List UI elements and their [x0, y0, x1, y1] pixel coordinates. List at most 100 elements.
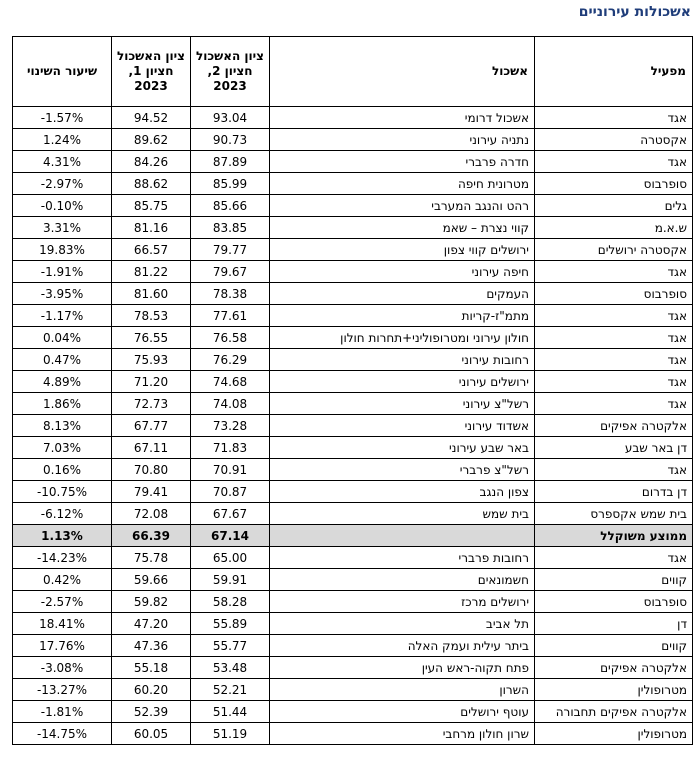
- change-rate-cell: 19.83%: [12, 238, 112, 261]
- operator-cell: אגד: [534, 546, 693, 569]
- table-header-row: מפעיל אשכול ציון האשכול חציון 2, 2023 צי…: [12, 36, 693, 107]
- operator-cell: אלקטרה אפיקים: [534, 414, 693, 437]
- operator-cell: קווים: [534, 568, 693, 591]
- operator-cell: קווים: [534, 634, 693, 657]
- cluster-cell: ירושלים קווי צפון: [269, 238, 535, 261]
- h2-score-cell: 74.68: [190, 370, 270, 393]
- cluster-cell: חיפה עירוני: [269, 260, 535, 283]
- table-row: סופרבוס העמקים 78.38 81.60 -3.95%: [12, 282, 693, 305]
- h1-score-cell: 52.39: [111, 700, 191, 723]
- clusters-table: מפעיל אשכול ציון האשכול חציון 2, 2023 צי…: [12, 36, 693, 745]
- table-row: דן באר שבע באר שבע עירוני 71.83 67.11 7.03%: [12, 436, 693, 459]
- cluster-cell: חולון עירוני ומטרופוליני+תחרות חולון: [269, 326, 535, 349]
- change-rate-cell: -14.23%: [12, 546, 112, 569]
- cluster-cell: מטרונית חיפה: [269, 172, 535, 195]
- cluster-cell: ירושלים עירוני: [269, 370, 535, 393]
- operator-cell: אגד: [534, 458, 693, 481]
- table-row: אגד רשל"צ פרברי 70.91 70.80 0.16%: [12, 458, 693, 481]
- table-row: אגד רחובות פרברי 65.00 75.78 -14.23%: [12, 546, 693, 569]
- table-row: דן תל אביב 55.89 47.20 18.41%: [12, 612, 693, 635]
- table-row: ש.א.מ קווי נצרת – שאמ 83.85 81.16 3.31%: [12, 216, 693, 239]
- change-rate-cell: -14.75%: [12, 722, 112, 745]
- h2-score-cell: 79.77: [190, 238, 270, 261]
- h1-score-cell: 67.77: [111, 414, 191, 437]
- operator-cell: סופרבוס: [534, 282, 693, 305]
- h1-score-cell: 55.18: [111, 656, 191, 679]
- operator-cell: דן באר שבע: [534, 436, 693, 459]
- cluster-cell: פתח תקוה-ראש העין: [269, 656, 535, 679]
- weighted-average-row: ממוצע משוקלל 67.14 66.39 1.13%: [12, 524, 693, 547]
- change-rate-cell: -3.95%: [12, 282, 112, 305]
- operator-cell: אקסטרה: [534, 128, 693, 151]
- operator-cell: אקסטרה ירושלים: [534, 238, 693, 261]
- cluster-cell: רשל"צ פרברי: [269, 458, 535, 481]
- table-row: קווים ביתר עילית ועמק האלה 55.77 47.36 17.76…: [12, 634, 693, 657]
- change-rate-cell: 18.41%: [12, 612, 112, 635]
- table-row: אלקטרה אפיקים תחבורה עוטף ירושלים 51.44 52.…: [12, 700, 693, 723]
- cluster-cell: רחובות עירוני: [269, 348, 535, 371]
- h1-score-cell: 72.08: [111, 502, 191, 525]
- h2-score-cell: 67.14: [190, 524, 270, 547]
- h2-score-cell: 87.89: [190, 150, 270, 173]
- table-row: אגד חדרה פרברי 87.89 84.26 4.31%: [12, 150, 693, 173]
- table-row: סופרבוס מטרונית חיפה 85.99 88.62 -2.97%: [12, 172, 693, 195]
- h1-score-cell: 84.26: [111, 150, 191, 173]
- h2-score-cell: 74.08: [190, 392, 270, 415]
- table-row: אגד ירושלים עירוני 74.68 71.20 4.89%: [12, 370, 693, 393]
- table-body: אגד אשכול דרומי 93.04 94.52 -1.57% אקסטרה נתני…: [12, 106, 693, 745]
- h1-score-cell: 76.55: [111, 326, 191, 349]
- h2-score-cell: 76.29: [190, 348, 270, 371]
- cluster-cell: תל אביב: [269, 612, 535, 635]
- change-rate-cell: -1.17%: [12, 304, 112, 327]
- operator-cell: אגד: [534, 106, 693, 129]
- h1-score-cell: 59.66: [111, 568, 191, 591]
- h1-score-cell: 67.11: [111, 436, 191, 459]
- h2-score-cell: 55.77: [190, 634, 270, 657]
- table-row: אגד מתמ"ז-קריות 77.61 78.53 -1.17%: [12, 304, 693, 327]
- h1-score-cell: 85.75: [111, 194, 191, 217]
- operator-cell: סופרבוס: [534, 590, 693, 613]
- h2-score-cell: 73.28: [190, 414, 270, 437]
- h1-score-cell: 79.41: [111, 480, 191, 503]
- change-rate-cell: -1.81%: [12, 700, 112, 723]
- table-row: אגד חולון עירוני ומטרופוליני+תחרות חולון 7…: [12, 326, 693, 349]
- operator-cell: אגד: [534, 304, 693, 327]
- cluster-cell: נתניה עירוני: [269, 128, 535, 151]
- change-rate-cell: -2.57%: [12, 590, 112, 613]
- operator-cell: אלקטרה אפיקים תחבורה: [534, 700, 693, 723]
- table-row: אגד רשל"צ עירוני 74.08 72.73 1.86%: [12, 392, 693, 415]
- h2-score-cell: 67.67: [190, 502, 270, 525]
- h1-score-cell: 60.20: [111, 678, 191, 701]
- operator-cell: ש.א.מ: [534, 216, 693, 239]
- h2-score-cell: 78.38: [190, 282, 270, 305]
- h1-score-cell: 89.62: [111, 128, 191, 151]
- h1-score-cell: 81.22: [111, 260, 191, 283]
- cluster-cell: חדרה פרברי: [269, 150, 535, 173]
- h2-score-cell: 51.44: [190, 700, 270, 723]
- change-rate-cell: -13.27%: [12, 678, 112, 701]
- change-rate-cell: 1.86%: [12, 392, 112, 415]
- h1-score-cell: 81.16: [111, 216, 191, 239]
- h2-score-cell: 51.19: [190, 722, 270, 745]
- h1-score-cell: 94.52: [111, 106, 191, 129]
- operator-cell: אגד: [534, 370, 693, 393]
- h1-score-cell: 75.78: [111, 546, 191, 569]
- cluster-cell: שרון חולון מרחבי: [269, 722, 535, 745]
- cluster-cell: חשמונאים: [269, 568, 535, 591]
- table-row: אקסטרה ירושלים ירושלים קווי צפון 79.77 66.5…: [12, 238, 693, 261]
- h2-score-cell: 52.21: [190, 678, 270, 701]
- cluster-cell: ירושלים מרכז: [269, 590, 535, 613]
- table-row: גלים רהט והנגב המערבי 85.66 85.75 -0.10%: [12, 194, 693, 217]
- h1-score-cell: 70.80: [111, 458, 191, 481]
- change-rate-cell: -10.75%: [12, 480, 112, 503]
- cluster-cell: בית שמש: [269, 502, 535, 525]
- operator-cell: גלים: [534, 194, 693, 217]
- change-rate-cell: 0.47%: [12, 348, 112, 371]
- change-rate-cell: 7.03%: [12, 436, 112, 459]
- table-row: אגד רחובות עירוני 76.29 75.93 0.47%: [12, 348, 693, 371]
- operator-cell: ממוצע משוקלל: [534, 524, 693, 547]
- change-rate-cell: 4.89%: [12, 370, 112, 393]
- cluster-cell: קווי נצרת – שאמ: [269, 216, 535, 239]
- h2-score-cell: 65.00: [190, 546, 270, 569]
- h1-score-cell: 47.20: [111, 612, 191, 635]
